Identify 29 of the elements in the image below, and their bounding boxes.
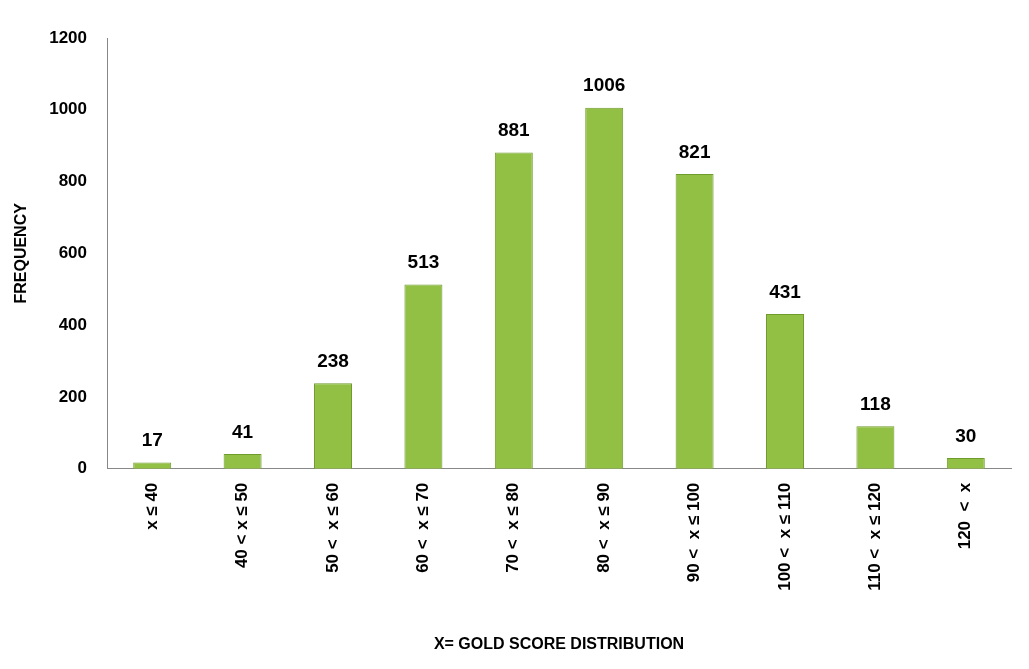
data-label: 1006 — [583, 74, 626, 96]
data-label: 238 — [317, 350, 349, 371]
data-label: 881 — [497, 119, 531, 141]
x-tick-label: 50 < x ≤ 60 — [322, 482, 342, 573]
x-tick-label: 120 < x — [955, 482, 975, 550]
data-label: 513 — [407, 251, 440, 273]
x-tick-label: 80 < x ≤ 90 — [593, 482, 613, 573]
x-tick-label: 90 < x ≤ 100 — [684, 482, 704, 583]
x-tick-label: 70 < x ≤ 80 — [503, 482, 523, 573]
data-label: 41 — [232, 420, 254, 442]
x-tick-label: 40 < x ≤ 50 — [232, 482, 252, 569]
y-tick-label: 200 — [58, 386, 88, 406]
y-tick-label: 1000 — [49, 99, 88, 119]
data-label: 30 — [955, 424, 977, 446]
y-tick-label: 400 — [58, 314, 88, 334]
x-axis-title: X= GOLD SCORE DISTRIBUTION — [433, 634, 685, 652]
data-label: 821 — [678, 140, 711, 162]
y-tick-label: 600 — [58, 243, 88, 263]
data-label: 118 — [860, 393, 891, 415]
data-label: 431 — [769, 280, 802, 302]
x-tick-label: 60 < x ≤ 70 — [413, 482, 433, 573]
y-axis-title: FREQUENCY — [12, 202, 30, 304]
y-tick-label: 1200 — [49, 27, 88, 47]
y-tick-label: 800 — [58, 171, 88, 191]
x-tick-label: 100 < x ≤ 110 — [774, 482, 794, 591]
x-tick-label: x ≤ 40 — [141, 482, 161, 530]
data-label: 17 — [141, 429, 163, 451]
x-tick-label: 110 < x ≤ 120 — [865, 482, 885, 591]
y-tick-label: 0 — [77, 458, 88, 478]
